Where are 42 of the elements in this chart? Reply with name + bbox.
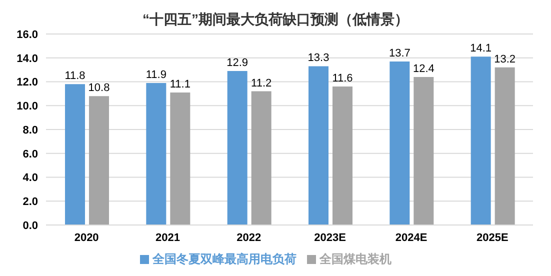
y-tick-label: 8.0: [22, 124, 38, 136]
x-tick-label: 2020: [74, 232, 99, 244]
y-tick-label: 12.0: [16, 76, 38, 89]
y-tick-label: 16.0: [16, 28, 38, 41]
x-tick-label: 2025E: [476, 232, 508, 244]
bar: [251, 91, 272, 225]
y-tick-label: 6.0: [22, 148, 38, 160]
legend-label: 全国冬夏双峰最高用电负荷: [152, 252, 296, 266]
y-tick-label: 0.0: [22, 220, 38, 232]
bar: [308, 66, 328, 225]
bar: [227, 71, 248, 225]
x-tick-label: 2021: [156, 232, 180, 244]
y-tick-label: 4.0: [22, 172, 38, 184]
data-label: 13.2: [494, 53, 516, 66]
bar: [65, 84, 85, 225]
bar: [146, 82, 166, 225]
data-label: 13.3: [308, 52, 330, 64]
bar: [170, 92, 190, 225]
data-label: 14.1: [470, 42, 492, 55]
bar: [332, 86, 352, 225]
data-label: 13.7: [388, 47, 410, 60]
x-tick-label: 2023E: [314, 232, 346, 244]
data-label: 11.1: [170, 78, 190, 90]
bar: [470, 56, 491, 225]
data-label: 11.8: [64, 70, 86, 82]
data-label: 11.9: [146, 68, 166, 81]
data-label: 11.6: [332, 72, 353, 85]
y-tick-label: 10.0: [16, 100, 38, 113]
chart-title: “十四五”期间最大负荷缺口预测（低情景）: [142, 10, 410, 29]
data-label: 11.2: [251, 77, 272, 90]
data-label: 12.4: [412, 62, 434, 75]
y-tick-label: 2.0: [22, 196, 38, 208]
legend-label: 全国煤电装机: [320, 252, 392, 266]
data-label: 12.9: [226, 57, 248, 70]
bar: [494, 67, 515, 225]
bar: [390, 61, 410, 225]
x-tick-label: 2024E: [395, 232, 428, 244]
bar: [89, 96, 109, 225]
data-label: 10.8: [88, 82, 110, 94]
bar: [414, 76, 434, 225]
x-tick-label: 2022: [236, 232, 262, 244]
y-tick-label: 14.0: [16, 52, 38, 65]
